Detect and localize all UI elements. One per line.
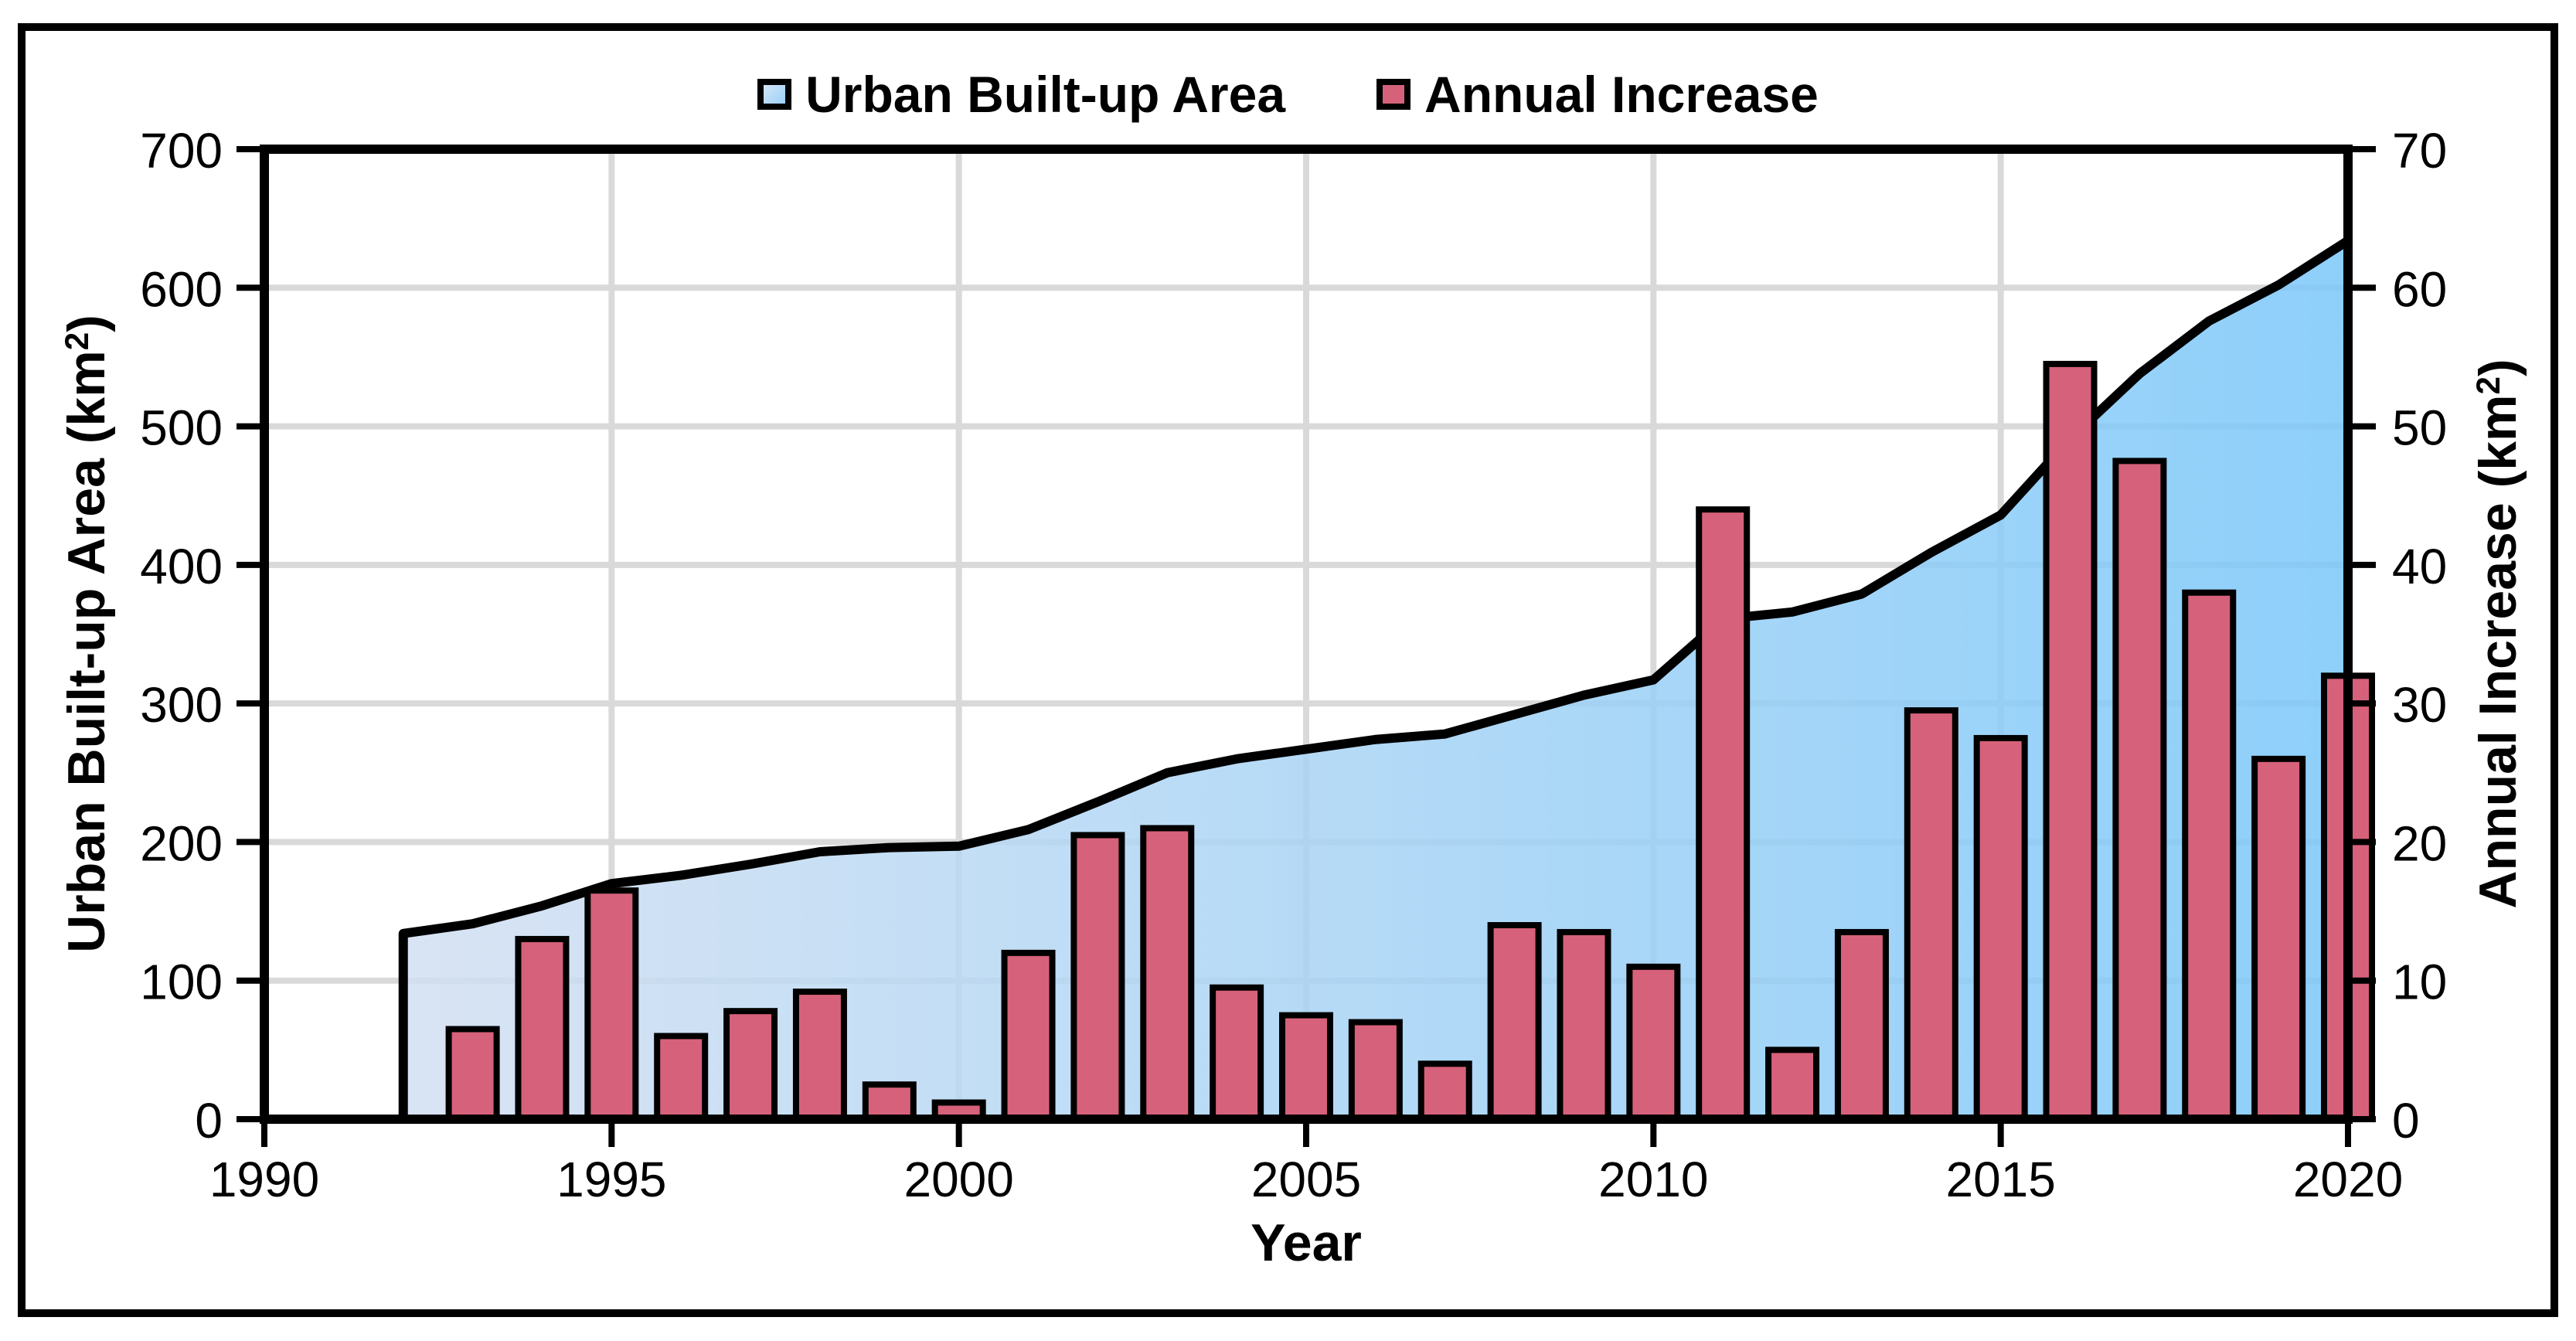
bar-2009 [1557,928,1611,1122]
bar-2017 [2112,458,2167,1122]
bar-1999 [862,1081,917,1123]
bar-2007 [1417,1060,1472,1123]
legend: Urban Built-up Area Annual Increase [0,65,2576,124]
x-tick-label-1990: 1990 [209,1152,319,1207]
legend-item-annual-increase: Annual Increase [1376,65,1819,124]
bar-2019 [2251,755,2306,1122]
y-left-tick-label-200: 200 [140,815,223,871]
bar-swatch-icon [1376,79,1411,110]
y-left-tick-label-300: 300 [140,677,223,733]
bar-2018 [2182,589,2237,1122]
y-left-tick-label-400: 400 [140,539,223,594]
bar-2012 [1765,1047,1820,1123]
figure-border [18,23,2558,1317]
bar-2002 [1070,832,1125,1122]
y-right-tick-label-70: 70 [2392,123,2447,179]
bar-1998 [792,989,847,1122]
superscript-2: 2 [58,332,95,351]
area-series-urban-built-up [403,240,2348,1119]
bar-2015 [1973,734,2028,1122]
x-tick-label-2010: 2010 [1598,1152,1708,1207]
y-right-tick-label-50: 50 [2392,400,2447,456]
x-tick-label-1995: 1995 [556,1152,666,1207]
x-tick-label-2015: 2015 [1945,1152,2055,1207]
bar-2011 [1696,506,1751,1122]
y-right-tick-label-20: 20 [2392,815,2447,871]
bar-2004 [1210,984,1264,1123]
y-right-tick-label-10: 10 [2392,955,2447,1010]
y-right-tick-label-0: 0 [2392,1093,2420,1149]
y-left-tick-label-700: 700 [140,123,223,179]
x-tick-label-2000: 2000 [903,1152,1013,1207]
y-right-axis-title: Annual Increase (km2) [2469,359,2527,909]
bar-1995 [584,887,639,1123]
legend-label: Urban Built-up Area [805,66,1286,123]
x-axis-title: Year [1251,1213,1362,1272]
bar-1994 [515,935,570,1123]
y-left-tick-label-0: 0 [195,1093,223,1149]
y-right-tick-label-30: 30 [2392,677,2447,733]
bar-2005 [1279,1012,1333,1123]
bar-2008 [1487,922,1542,1122]
superscript-2: 2 [2469,376,2506,395]
bar-2010 [1626,963,1681,1123]
legend-item-urban-built-up-area: Urban Built-up Area [757,65,1285,124]
area-swatch-icon [757,79,792,110]
x-tick-label-2005: 2005 [1251,1152,1361,1207]
y-left-tick-label-600: 600 [140,261,223,317]
bar-1997 [723,1008,778,1122]
y-left-tick-label-500: 500 [140,400,223,456]
axis-ticks [237,146,2376,1147]
bar-1996 [654,1033,709,1123]
bar-2014 [1904,707,1958,1122]
x-tick-label-2020: 2020 [2293,1152,2403,1207]
y-right-tick-label-40: 40 [2392,539,2447,594]
y-left-tick-label-100: 100 [140,955,223,1010]
bar-2013 [1834,928,1889,1122]
bar-2001 [1001,949,1056,1123]
bar-2016 [2043,360,2098,1122]
bar-2006 [1348,1019,1403,1122]
y-left-axis-title: Urban Built-up Area (km2) [57,315,116,953]
y-right-tick-label-60: 60 [2392,261,2447,317]
bar-1993 [445,1026,500,1122]
bar-2003 [1140,825,1195,1122]
legend-label: Annual Increase [1424,66,1819,123]
axis-tick-labels: 1990 1995 2000 2005 2010 2015 2020010020030040… [140,123,2447,1207]
